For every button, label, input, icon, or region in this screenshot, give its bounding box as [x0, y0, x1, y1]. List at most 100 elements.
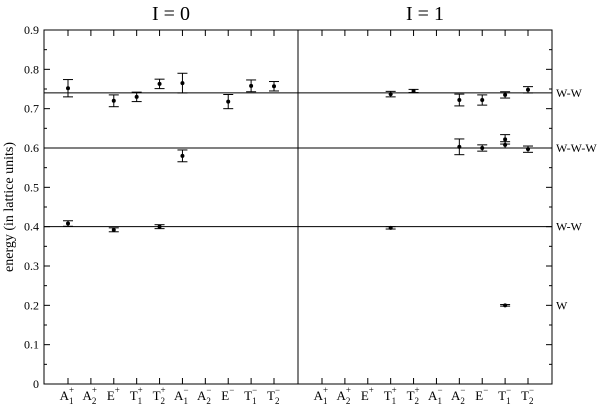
data-point [111, 98, 116, 103]
x-tick-sup: − [437, 385, 442, 395]
reference-label: W-W-W [556, 141, 597, 155]
x-tick-label: T [130, 388, 138, 403]
x-tick-label: T [521, 388, 529, 403]
data-point [503, 137, 508, 142]
data-point [526, 87, 530, 92]
x-tick-sup: + [115, 385, 120, 395]
y-tick-label: 0.5 [24, 180, 39, 194]
y-tick-label: 0 [33, 377, 39, 391]
x-tick-sub: 2 [415, 396, 420, 406]
x-tick-sup: + [392, 385, 397, 395]
x-tick-sup: + [69, 385, 74, 395]
data-point [526, 147, 530, 152]
x-tick-label: A [174, 388, 184, 403]
x-tick-label: T [384, 388, 392, 403]
x-tick-sup: + [92, 385, 97, 395]
x-tick-label: E [221, 388, 229, 403]
x-tick-sub: 2 [529, 396, 534, 406]
x-tick-sub: 1 [437, 396, 442, 406]
x-tick-label: E [361, 388, 369, 403]
x-tick-sub: 2 [346, 396, 351, 406]
x-tick-sup: − [183, 385, 188, 395]
x-tick-sub: 2 [460, 396, 465, 406]
data-point [180, 81, 185, 86]
data-point [411, 88, 416, 93]
x-tick-sup: − [506, 385, 511, 395]
x-tick-sup: − [206, 385, 211, 395]
reference-label: W [556, 298, 568, 312]
data-point [134, 94, 139, 99]
data-point [249, 83, 254, 88]
data-point [457, 144, 462, 149]
x-tick-sup: + [161, 385, 166, 395]
x-tick-label: T [498, 388, 506, 403]
x-tick-label: A [314, 388, 324, 403]
x-tick-sub: 1 [183, 396, 188, 406]
y-tick-label: 0.8 [24, 62, 39, 76]
x-tick-sup: − [275, 385, 280, 395]
data-point [503, 303, 508, 308]
x-tick-sub: 2 [206, 396, 211, 406]
data-point [66, 221, 70, 226]
x-tick-label: E [107, 388, 115, 403]
x-tick-sub: 2 [92, 396, 97, 406]
x-tick-sup: − [252, 385, 257, 395]
x-tick-sup: + [323, 385, 328, 395]
data-point [480, 146, 485, 150]
x-tick-sub: 1 [252, 396, 257, 406]
panel-title: I = 1 [406, 3, 444, 25]
x-tick-sub: 1 [69, 396, 74, 406]
data-point [157, 81, 162, 86]
plot-frame [297, 29, 553, 385]
x-tick-sup: − [483, 385, 488, 395]
y-tick-label: 0.3 [24, 259, 39, 273]
x-tick-sub: 1 [506, 396, 511, 406]
x-tick-sub: 1 [392, 396, 397, 406]
y-tick-label: 0.6 [24, 141, 39, 155]
x-tick-sup: + [415, 385, 420, 395]
x-tick-sub: 1 [323, 396, 328, 406]
data-point [111, 227, 116, 232]
y-tick-label: 0.2 [24, 298, 39, 312]
data-point [480, 98, 485, 103]
data-point [388, 92, 393, 97]
data-point [272, 84, 276, 89]
data-point [180, 153, 185, 158]
x-tick-sup: − [529, 385, 534, 395]
x-tick-label: T [244, 388, 252, 403]
x-tick-label: A [60, 388, 70, 403]
data-point [503, 142, 508, 147]
x-tick-sub: 2 [161, 396, 166, 406]
reference-label: W-W [556, 86, 583, 100]
x-tick-sup: + [369, 385, 374, 395]
y-tick-label: 0.1 [24, 338, 39, 352]
y-tick-label: 0.7 [24, 102, 39, 116]
x-tick-label: A [82, 388, 92, 403]
data-point [226, 99, 231, 104]
data-point [66, 86, 70, 91]
x-tick-label: A [451, 388, 461, 403]
data-point [388, 225, 393, 230]
plot-frame [43, 29, 299, 385]
x-tick-sup: + [346, 385, 351, 395]
x-tick-label: T [153, 388, 161, 403]
x-tick-sup: + [138, 385, 143, 395]
x-tick-label: A [428, 388, 438, 403]
y-tick-label: 0.4 [24, 220, 39, 234]
x-tick-label: E [475, 388, 483, 403]
y-tick-label: 0.9 [24, 23, 39, 37]
data-point [503, 92, 508, 97]
x-tick-label: T [267, 388, 275, 403]
data-point [457, 98, 462, 103]
panel-title: I = 0 [152, 3, 190, 25]
x-tick-sup: − [460, 385, 465, 395]
x-tick-label: A [197, 388, 207, 403]
x-tick-label: A [336, 388, 346, 403]
x-tick-sup: − [229, 385, 234, 395]
y-axis-label: energy (in lattice units) [2, 142, 17, 272]
x-tick-label: T [407, 388, 415, 403]
reference-label: W-W [556, 220, 583, 234]
x-tick-sub: 2 [275, 396, 280, 406]
x-tick-sub: 1 [138, 396, 143, 406]
